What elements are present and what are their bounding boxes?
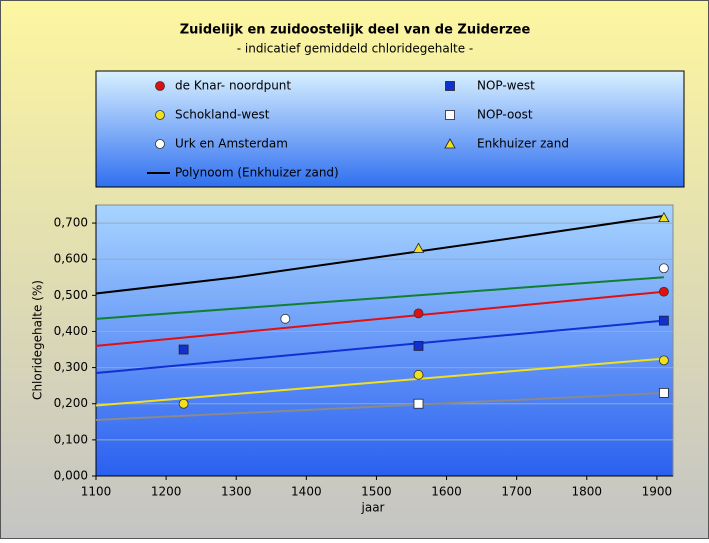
y-axis-title: Chloridegehalte (%) xyxy=(31,280,45,400)
legend-marker xyxy=(155,110,165,120)
legend-marker xyxy=(444,138,456,149)
x-tick-label: 1200 xyxy=(151,485,182,499)
marker xyxy=(658,263,669,274)
legend-label: Schokland-west xyxy=(175,108,270,122)
x-tick-label: 1600 xyxy=(431,485,462,499)
x-tick-label: 1800 xyxy=(571,485,602,499)
legend-label: NOP-oost xyxy=(477,108,533,122)
x-tick-label: 1500 xyxy=(361,485,392,499)
marker xyxy=(178,398,189,409)
trend-line xyxy=(95,290,664,347)
legend-marker xyxy=(155,81,165,91)
y-tick-label: 0,100 xyxy=(54,432,88,446)
y-tick-label: 0,300 xyxy=(54,360,88,374)
y-tick-label: 0,600 xyxy=(54,252,88,266)
marker xyxy=(413,341,424,351)
y-tick-label: 0,000 xyxy=(54,469,88,483)
marker xyxy=(658,211,670,223)
trend-line xyxy=(95,319,664,375)
marker xyxy=(658,355,669,366)
y-tick-label: 0,500 xyxy=(54,288,88,302)
legend-marker xyxy=(445,110,455,120)
marker xyxy=(413,308,424,319)
x-tick-label: 1900 xyxy=(642,485,673,499)
marker xyxy=(658,286,669,297)
y-tick-label: 0,700 xyxy=(54,216,88,230)
chart-title: Zuidelijk en zuidoostelijk deel van de Z… xyxy=(180,23,531,38)
legend-label: Polynoom (Enkhuizer zand) xyxy=(175,166,339,180)
legend-label: de Knar- noordpunt xyxy=(175,79,291,93)
legend-marker xyxy=(155,139,165,149)
marker xyxy=(412,242,425,253)
chart-subtitle: - indicatief gemiddeld chloridegehalte - xyxy=(237,42,474,56)
marker xyxy=(658,315,669,326)
marker xyxy=(658,387,669,398)
marker xyxy=(413,369,424,380)
trend-line xyxy=(95,214,665,295)
y-tick-label: 0,400 xyxy=(54,324,88,338)
legend-label: NOP-west xyxy=(477,79,535,93)
x-tick-label: 1700 xyxy=(501,485,532,499)
x-tick-label: 1100 xyxy=(81,485,112,499)
legend-label: Urk en Amsterdam xyxy=(175,137,288,151)
trend-line xyxy=(95,357,664,407)
marker xyxy=(413,398,424,409)
marker xyxy=(178,344,189,355)
x-axis-title: jaar xyxy=(361,501,385,515)
trend-line xyxy=(95,276,664,320)
x-tick-label: 1300 xyxy=(221,485,252,499)
legend-label: Enkhuizer zand xyxy=(477,137,569,151)
plot-area xyxy=(95,204,674,477)
legend-marker xyxy=(445,81,455,91)
legend xyxy=(95,70,685,188)
trend-line xyxy=(95,391,664,421)
y-tick-label: 0,200 xyxy=(54,396,88,410)
marker xyxy=(280,313,291,324)
x-tick-label: 1400 xyxy=(291,485,322,499)
